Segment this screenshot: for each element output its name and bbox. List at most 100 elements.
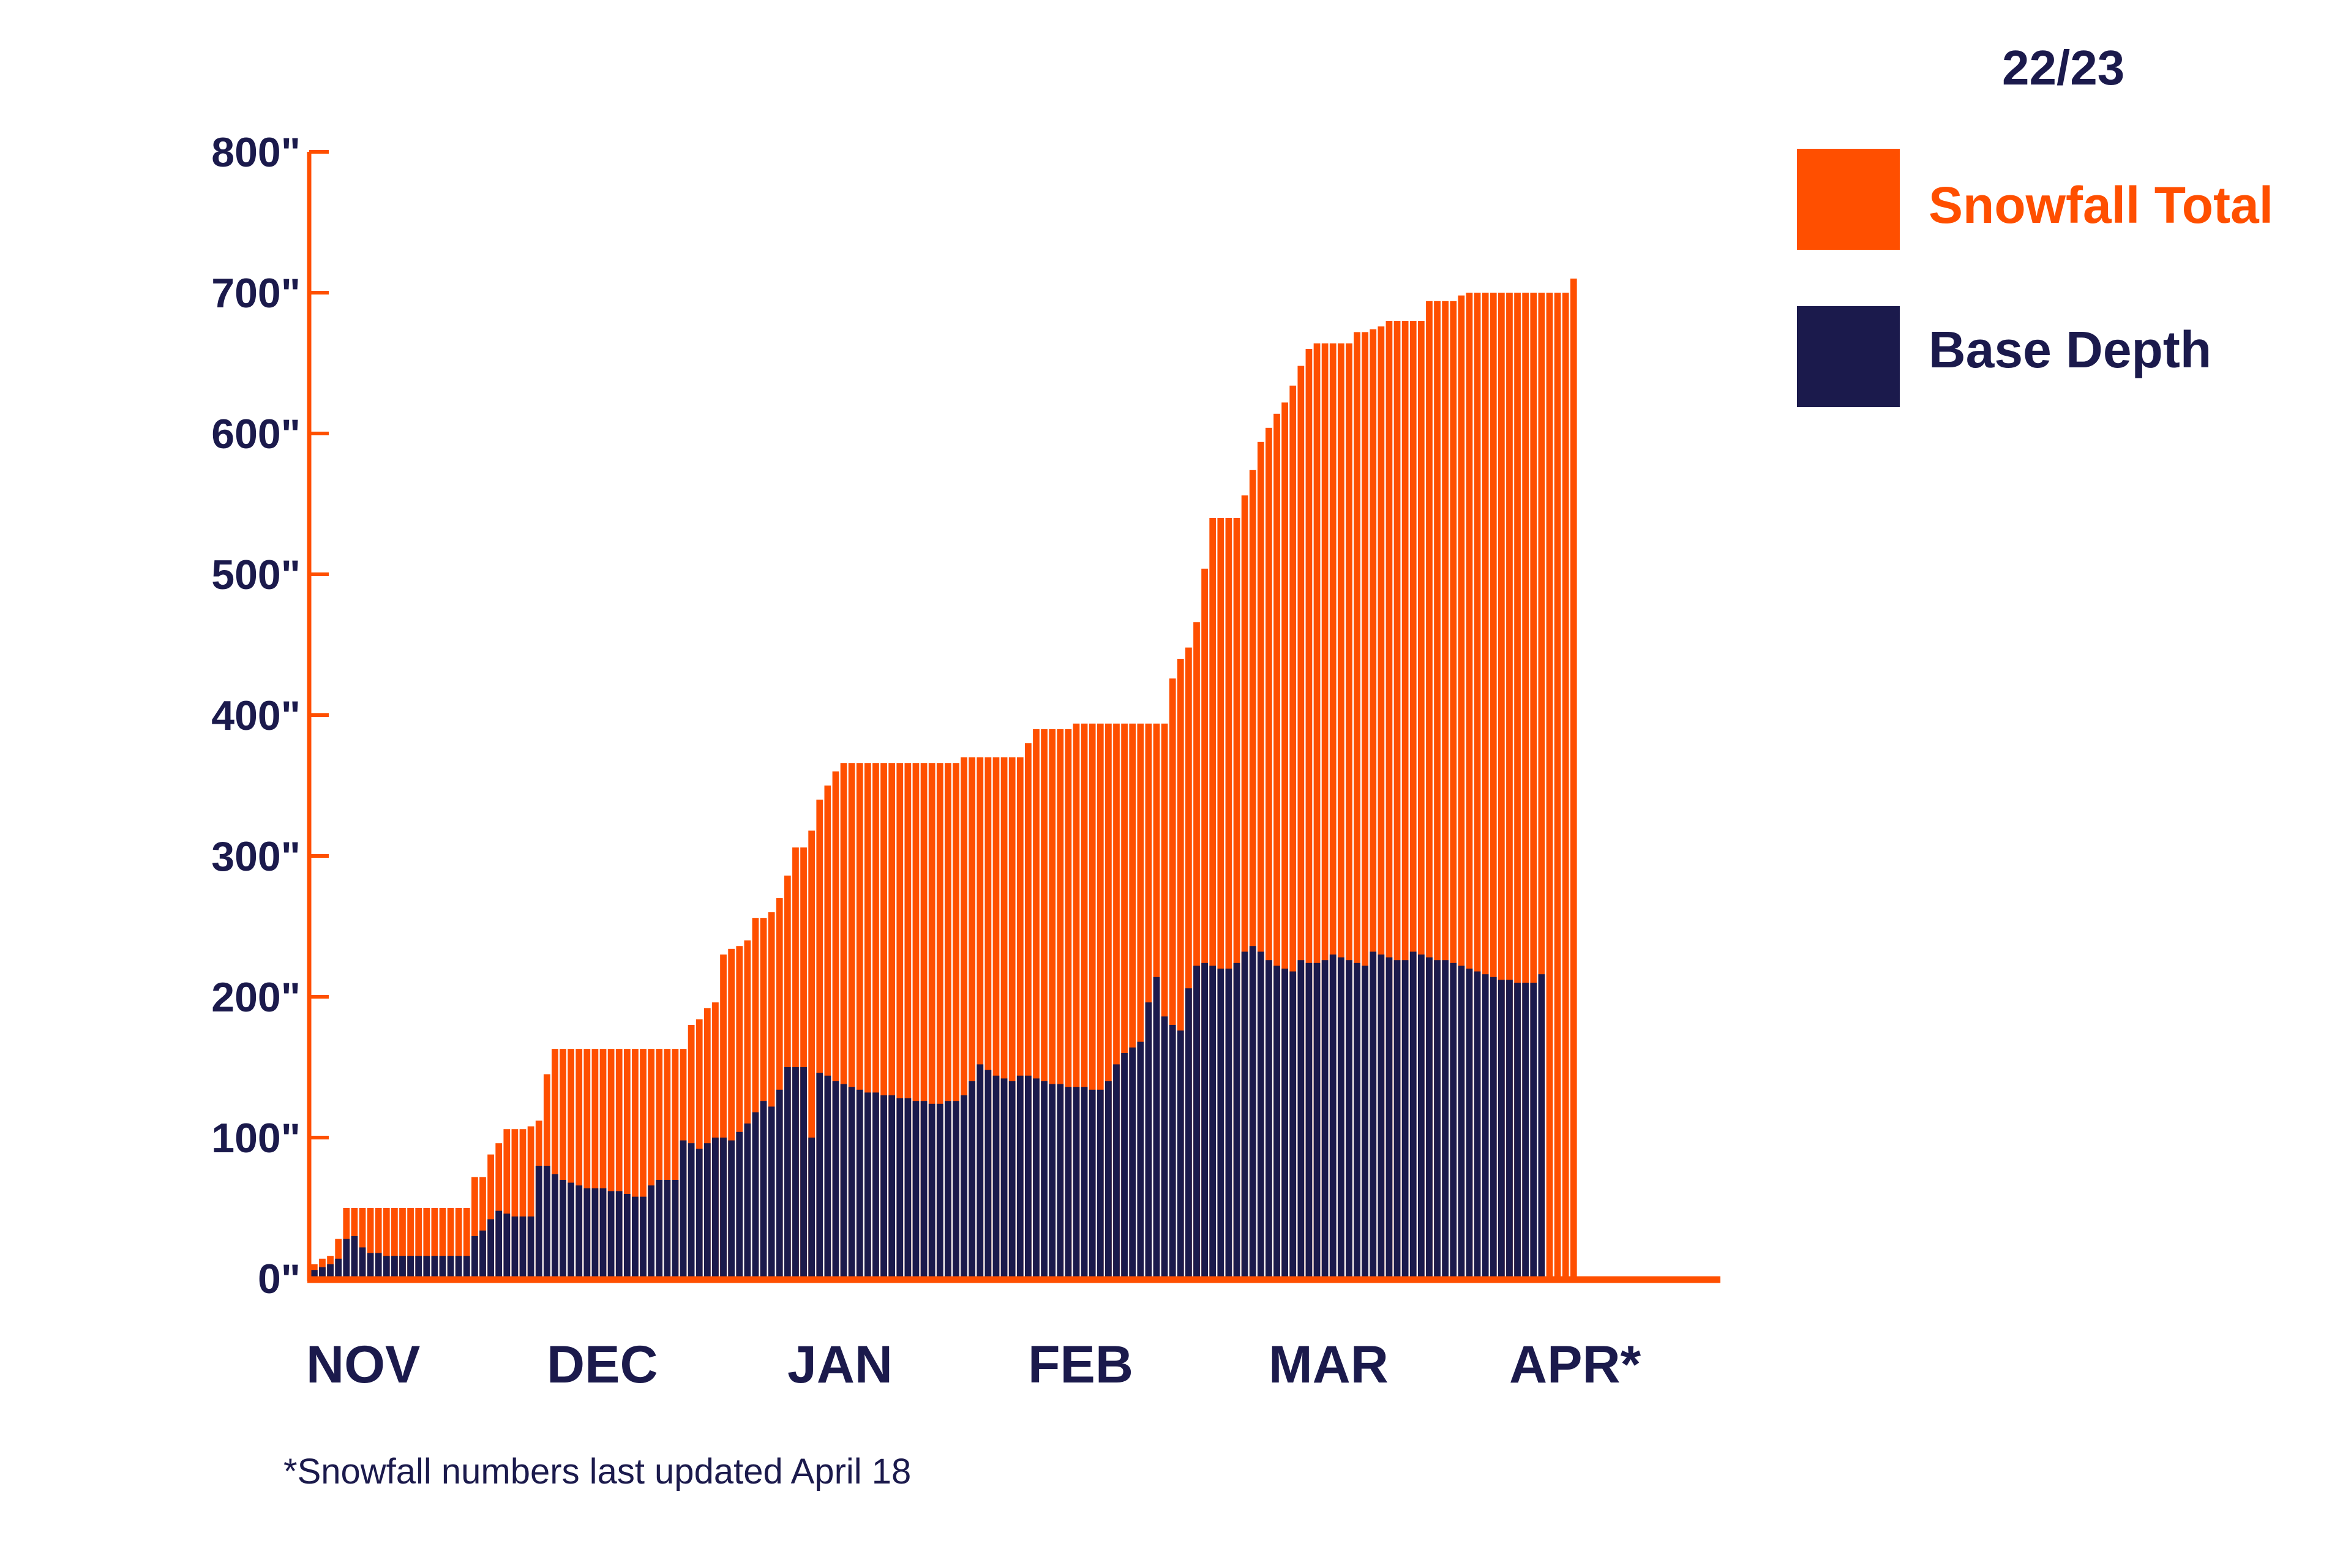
y-tick-label: 600" (211, 411, 301, 457)
snowfall-bar (607, 1049, 615, 1278)
snowfall-bar (615, 1049, 623, 1278)
snowfall-bar (888, 763, 896, 1278)
snowfall-bar (953, 763, 959, 1278)
base-depth-bar (696, 1149, 703, 1278)
snowfall-bar (672, 1049, 679, 1278)
snowfall-bar (1450, 301, 1457, 1278)
y-tick-label: 100" (211, 1115, 301, 1161)
snowfall-bar (872, 763, 879, 1278)
base-depth-bar (744, 1123, 751, 1278)
snowfall-bar (848, 763, 855, 1278)
month-label-jan: JAN (787, 1335, 893, 1394)
base-depth-bar (1233, 962, 1240, 1278)
snowfall-bar (808, 830, 816, 1278)
base-depth-bar (399, 1256, 406, 1278)
snowfall-bar (1249, 470, 1256, 1278)
base-depth-bar (607, 1191, 615, 1278)
base-depth-bar (1201, 962, 1208, 1278)
snowfall-bar (383, 1208, 390, 1278)
snowfall-bar (1281, 402, 1288, 1278)
legend-swatch-base (1797, 306, 1900, 407)
base-depth-bar (664, 1180, 671, 1278)
snowfall-bar (1385, 321, 1393, 1278)
y-tick-label: 400" (211, 692, 301, 739)
snowfall-bar (1409, 321, 1417, 1278)
base-depth-bar (776, 1089, 783, 1278)
base-depth-bar (961, 1095, 967, 1278)
snowfall-bar (407, 1208, 414, 1278)
base-depth-bar (1321, 960, 1329, 1278)
base-depth-bar (896, 1098, 904, 1278)
snowfall-bar (1265, 427, 1272, 1278)
y-axis-ticks: 0" 100" 200" 300" 400" 500" 600" 700" 800" (211, 129, 329, 1302)
snowfall-bar (439, 1208, 446, 1278)
base-depth-bar (391, 1256, 398, 1278)
base-depth-bar (327, 1264, 334, 1278)
base-depth-bar (495, 1210, 503, 1278)
base-depth-bar (1466, 969, 1473, 1278)
month-label-feb: FEB (1028, 1335, 1133, 1394)
snowfall-bar (1362, 332, 1369, 1278)
snowfall-bar (1113, 723, 1120, 1278)
snowfall-bar (1073, 723, 1080, 1278)
snowfall-bar (1000, 757, 1008, 1278)
base-depth-bar (511, 1216, 519, 1278)
snowfall-bar (1145, 723, 1152, 1278)
base-depth-bar (1514, 983, 1521, 1278)
snowfall-bar (391, 1208, 398, 1278)
snowfall-bar (1097, 723, 1104, 1278)
snowfall-bar (1346, 343, 1352, 1278)
base-depth-bar (936, 1103, 943, 1278)
base-depth-bar (1113, 1064, 1120, 1278)
snowfall-bar (1081, 723, 1088, 1278)
snowfall-bar (969, 757, 976, 1278)
base-depth-bar (920, 1101, 928, 1278)
base-depth-bar (1506, 980, 1513, 1278)
snowfall-bar (1257, 441, 1264, 1278)
snowfall-bar (1417, 321, 1425, 1278)
y-tick-label: 800" (211, 129, 301, 176)
base-depth-bar (423, 1256, 430, 1278)
snowfall-bar (1289, 385, 1297, 1278)
base-depth-bar (680, 1140, 687, 1278)
base-depth-bar (447, 1256, 454, 1278)
base-depth-bar (1329, 955, 1337, 1278)
snowfall-bar (824, 786, 831, 1278)
base-depth-bar (864, 1092, 871, 1278)
base-depth-bar (383, 1256, 390, 1278)
snowfall-bar (1273, 413, 1280, 1278)
base-depth-bar (375, 1253, 382, 1278)
base-depth-bar (535, 1166, 542, 1278)
base-depth-bar (640, 1196, 647, 1278)
base-depth-bar (552, 1174, 558, 1278)
base-depth-bar (1000, 1078, 1008, 1278)
snowfall-bar (896, 763, 904, 1278)
legend-swatch-snowfall (1797, 149, 1900, 250)
base-depth-bar (1073, 1087, 1080, 1278)
base-depth-bar (1065, 1087, 1072, 1278)
snowfall-bar (1025, 743, 1032, 1278)
snowfall-bar (1049, 729, 1056, 1278)
base-depth-bar (712, 1138, 719, 1278)
snowfall-bar (1329, 343, 1337, 1278)
snowfall-bar (1065, 729, 1072, 1278)
base-depth-bar (1249, 946, 1256, 1278)
snowfall-bar (552, 1049, 558, 1278)
base-depth-bar (888, 1095, 896, 1278)
snowfall-bar (728, 948, 735, 1278)
snowfall-bar (455, 1208, 462, 1278)
base-depth-bar (1185, 988, 1192, 1278)
base-depth-bar (463, 1256, 470, 1278)
base-depth-bar (599, 1188, 607, 1278)
base-depth-bar (319, 1267, 326, 1278)
base-depth-bar (471, 1236, 478, 1278)
base-depth-bar (760, 1101, 767, 1278)
base-depth-bar (1097, 1089, 1104, 1278)
month-label-nov: NOV (306, 1335, 420, 1394)
base-depth-bar (359, 1247, 366, 1278)
snowfall-bar (768, 912, 775, 1278)
base-depth-bar (1033, 1078, 1040, 1278)
snowfall-bar (656, 1049, 663, 1278)
snowfall-bar (992, 757, 1000, 1278)
